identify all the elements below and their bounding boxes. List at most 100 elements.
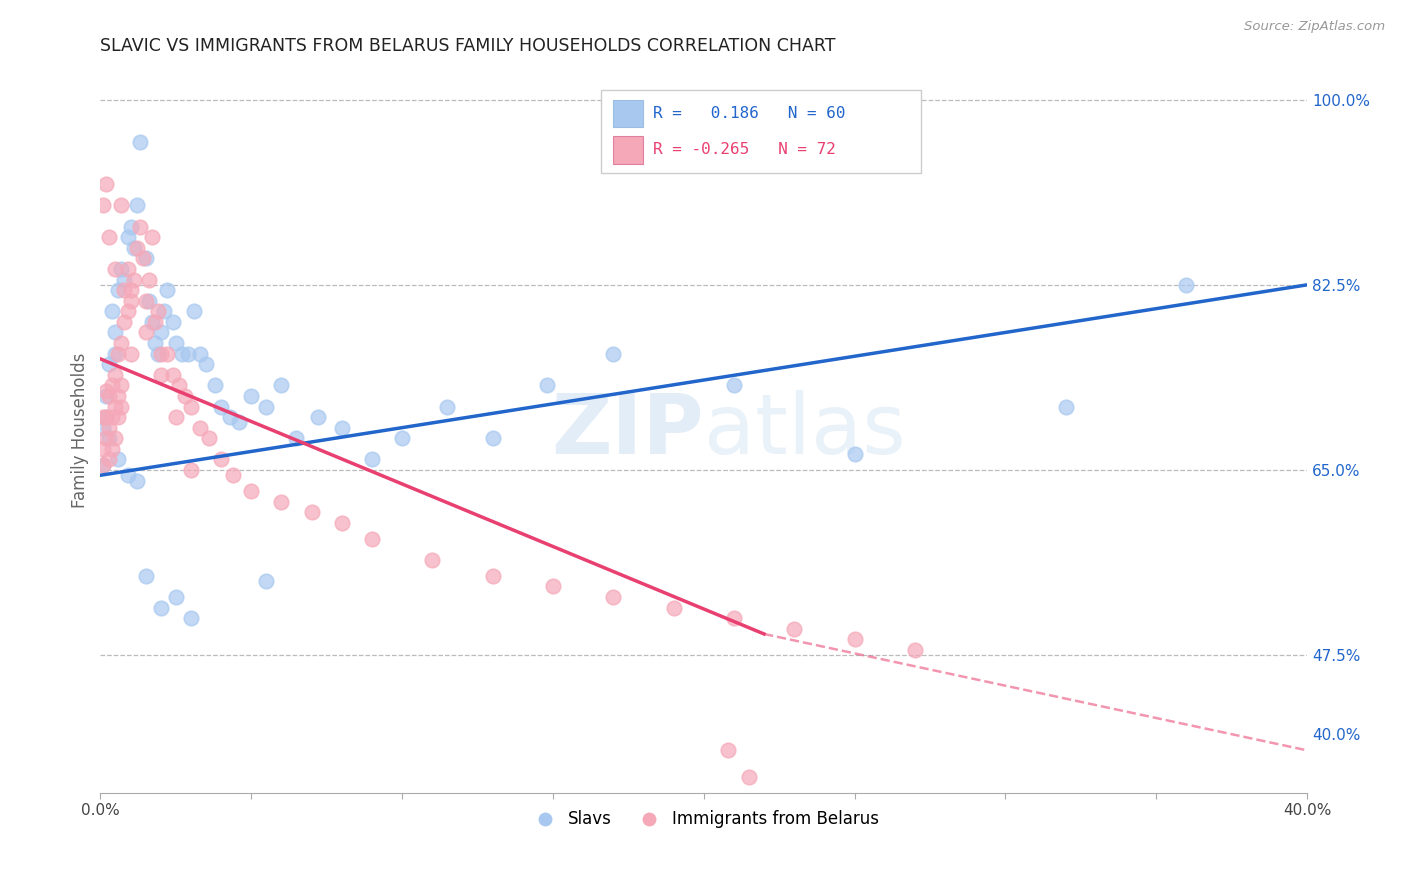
Point [152,304,174,318]
Point [107,410,129,425]
Point [165,336,187,351]
Point [204,378,226,392]
Text: ZIP: ZIP [551,390,703,471]
Point [110,378,132,392]
Point [110,400,132,414]
Point [146,304,169,318]
Point [209,400,232,414]
Point [1054,400,1077,414]
Point [188,420,211,434]
Bar [613,100,644,128]
Text: Source: ZipAtlas.com: Source: ZipAtlas.com [1244,20,1385,33]
Point [120,283,142,297]
Point [194,357,217,371]
Point [120,346,142,360]
Text: R = -0.265   N = 72: R = -0.265 N = 72 [652,142,837,157]
Point [149,600,172,615]
Point [270,378,292,392]
Point [107,389,129,403]
Point [844,632,866,647]
Point [285,431,308,445]
Point [93,458,115,472]
Point [98,420,121,434]
Point [98,230,121,244]
Point [117,304,139,318]
Point [228,416,250,430]
Point [107,283,129,297]
Point [125,241,148,255]
Point [436,400,458,414]
Point [1175,277,1198,292]
Point [420,553,443,567]
Point [110,262,132,277]
Point [254,574,277,588]
Point [138,293,160,308]
Point [188,346,211,360]
Point [101,378,124,392]
Point [602,590,624,604]
Point [98,357,121,371]
Point [104,431,127,445]
Point [254,400,277,414]
Point [107,346,129,360]
Point [170,346,193,360]
Point [167,378,190,392]
Point [156,283,179,297]
Point [180,611,202,625]
Point [209,452,232,467]
Point [307,410,329,425]
Point [98,452,121,467]
Point [149,326,172,340]
Point [125,474,148,488]
Point [141,230,163,244]
Point [101,410,124,425]
Point [93,458,115,472]
Point [135,326,157,340]
Point [360,452,382,467]
Point [135,568,157,582]
Point [96,389,118,403]
Point [481,431,503,445]
Point [93,198,115,212]
Point [122,241,145,255]
Point [104,262,127,277]
Point [96,178,118,192]
Point [110,198,132,212]
Point [162,368,184,382]
Point [110,336,132,351]
Point [117,230,139,244]
Point [270,494,292,508]
Point [723,378,745,392]
Point [360,532,382,546]
Point [104,326,127,340]
Point [541,579,564,593]
Point [128,219,150,234]
Point [114,272,136,286]
Point [536,378,558,392]
Point [146,346,169,360]
Point [738,770,761,784]
Point [602,346,624,360]
FancyBboxPatch shape [602,90,921,173]
Point [240,389,263,403]
Point [114,315,136,329]
Point [101,442,124,456]
Point [165,410,187,425]
Point [330,420,353,434]
Point [180,463,202,477]
Point [177,346,200,360]
Point [131,252,153,266]
Point [301,505,323,519]
Point [240,484,263,499]
Point [222,468,245,483]
Legend: Slavs, Immigrants from Belarus: Slavs, Immigrants from Belarus [522,804,886,835]
Point [104,400,127,414]
Y-axis label: Family Households: Family Households [72,352,89,508]
Point [96,384,118,398]
Point [143,336,166,351]
Point [104,346,127,360]
Point [138,272,160,286]
Bar [613,136,644,163]
Point [120,293,142,308]
Point [180,400,202,414]
